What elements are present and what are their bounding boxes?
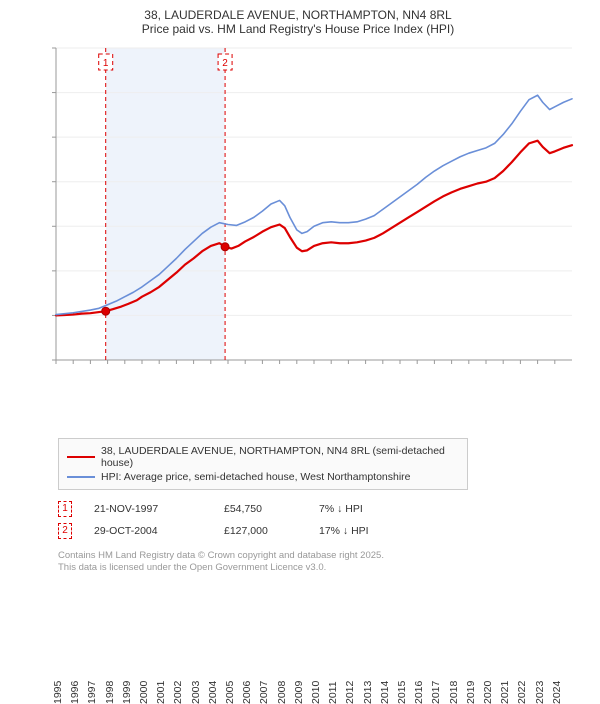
x-axis-tick: 1995 <box>52 681 64 704</box>
x-axis-tick: 2016 <box>413 681 425 704</box>
svg-text:1: 1 <box>103 58 109 69</box>
legend-swatch <box>67 476 95 478</box>
marker-badge: 2 <box>58 523 72 539</box>
marker-date: 29-OCT-2004 <box>94 525 224 537</box>
x-axis-tick: 2006 <box>241 681 253 704</box>
copyright-line-2: This data is licensed under the Open Gov… <box>58 562 588 574</box>
x-axis-tick: 2005 <box>224 681 236 704</box>
x-axis-tick: 2012 <box>344 681 356 704</box>
x-axis-tick: 2010 <box>310 681 322 704</box>
x-axis-tick: 2018 <box>448 681 460 704</box>
x-axis-tick: 2009 <box>293 681 305 704</box>
x-axis-tick: 2020 <box>482 681 494 704</box>
x-axis-tick: 2002 <box>172 681 184 704</box>
legend-swatch <box>67 456 95 458</box>
title-line-1: 38, LAUDERDALE AVENUE, NORTHAMPTON, NN4 … <box>8 8 588 22</box>
x-axis-tick: 2015 <box>396 681 408 704</box>
marker-badge: 1 <box>58 501 72 517</box>
x-axis-tick: 2011 <box>327 681 339 704</box>
x-axis-tick: 2014 <box>379 681 391 704</box>
x-axis-tick: 2008 <box>276 681 288 704</box>
x-axis-labels: 1995199619971998199920002001200220032004… <box>14 366 574 400</box>
x-axis-tick: 2007 <box>258 681 270 704</box>
x-axis-tick: 2023 <box>534 681 546 704</box>
chart-title: 38, LAUDERDALE AVENUE, NORTHAMPTON, NN4 … <box>8 8 588 36</box>
x-axis-tick: 2017 <box>430 681 442 704</box>
marker-row: 2 29-OCT-2004£127,00017% ↓ HPI <box>58 520 588 542</box>
legend-item: 38, LAUDERDALE AVENUE, NORTHAMPTON, NN4 … <box>67 444 459 470</box>
line-chart-svg: 12 <box>14 44 574 394</box>
marker-price: £127,000 <box>224 525 319 537</box>
y-axis-labels: £0£50K£100K£150K£200K£250K£300K£350K <box>12 44 54 394</box>
legend-label: HPI: Average price, semi-detached house,… <box>101 471 411 483</box>
x-axis-tick: 2022 <box>516 681 528 704</box>
title-line-2: Price paid vs. HM Land Registry's House … <box>8 22 588 36</box>
markers-table: 1 21-NOV-1997£54,7507% ↓ HPI 2 29-OCT-2004£… <box>58 498 588 542</box>
copyright-notice: Contains HM Land Registry data © Crown c… <box>58 550 588 574</box>
marker-pct: 17% ↓ HPI <box>319 525 369 537</box>
marker-pct: 7% ↓ HPI <box>319 503 363 515</box>
marker-price: £54,750 <box>224 503 319 515</box>
x-axis-tick: 2003 <box>190 681 202 704</box>
legend-item: HPI: Average price, semi-detached house,… <box>67 470 459 484</box>
marker-row: 1 21-NOV-1997£54,7507% ↓ HPI <box>58 498 588 520</box>
x-axis-tick: 2013 <box>362 681 374 704</box>
chart-legend: 38, LAUDERDALE AVENUE, NORTHAMPTON, NN4 … <box>58 438 468 490</box>
x-axis-tick: 2021 <box>499 681 511 704</box>
x-axis-tick: 1997 <box>86 681 98 704</box>
marker-date: 21-NOV-1997 <box>94 503 224 515</box>
legend-label: 38, LAUDERDALE AVENUE, NORTHAMPTON, NN4 … <box>101 445 459 469</box>
x-axis-tick: 2001 <box>155 681 167 704</box>
x-axis-tick: 1999 <box>121 681 133 704</box>
x-axis-tick: 2024 <box>551 681 563 704</box>
x-axis-tick: 2004 <box>207 681 219 704</box>
chart-container: 38, LAUDERDALE AVENUE, NORTHAMPTON, NN4 … <box>0 0 600 560</box>
x-axis-tick: 1998 <box>104 681 116 704</box>
svg-text:2: 2 <box>222 58 228 69</box>
copyright-line-1: Contains HM Land Registry data © Crown c… <box>58 550 588 562</box>
x-axis-tick: 1996 <box>69 681 81 704</box>
x-axis-tick: 2019 <box>465 681 477 704</box>
chart-area: 12 £0£50K£100K£150K£200K£250K£300K£350K … <box>14 44 574 394</box>
x-axis-tick: 2000 <box>138 681 150 704</box>
